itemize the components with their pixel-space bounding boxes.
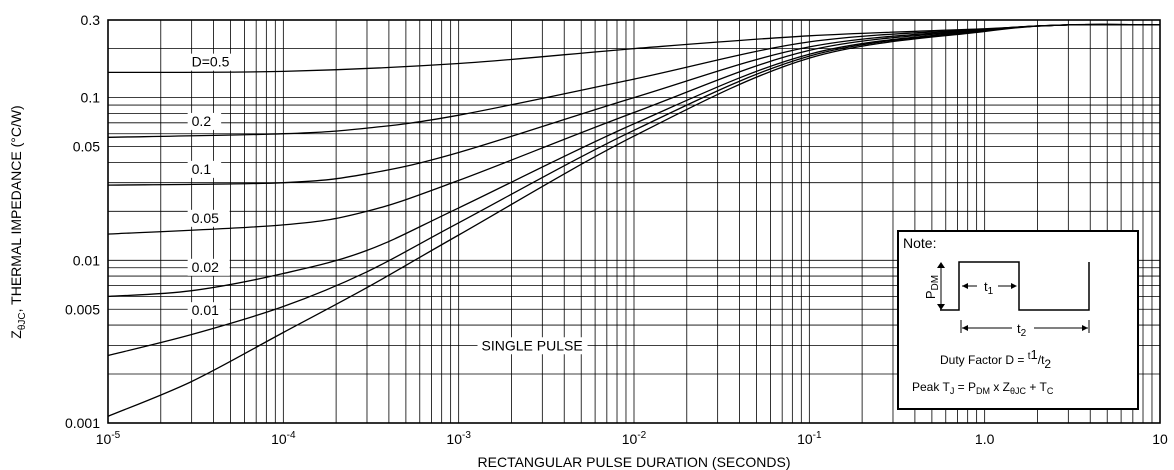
y-tick-label: 0.3 <box>81 12 101 28</box>
t2-label: t2 <box>1017 321 1027 339</box>
series-label-bg <box>187 209 230 227</box>
series-label-0-1: 0.1 <box>192 161 212 177</box>
t1-arrowheads <box>962 283 1017 289</box>
duty-factor-formula: Duty Factor D = t1/t2 <box>940 347 1051 371</box>
y-tick-label: 0.001 <box>65 415 100 431</box>
x-tick-label: 10-3 <box>446 430 471 447</box>
series-label-bg <box>187 258 230 276</box>
series-label-bg <box>187 302 230 320</box>
x-axis-label: RECTANGULAR PULSE DURATION (SECONDS) <box>478 454 791 470</box>
y-tick-label: 0.005 <box>65 301 100 317</box>
series-label-bg <box>187 160 222 178</box>
series-label-bg <box>477 337 588 355</box>
series-label-single-pulse: SINGLE PULSE <box>482 337 583 353</box>
series-label-bg <box>187 53 239 71</box>
note-title: Note: <box>903 235 936 251</box>
series-label-bg <box>187 112 222 130</box>
t1-label: t1 <box>984 279 994 297</box>
pdm-label: PDM <box>923 275 941 299</box>
series-label-d-0-5: D=0.5 <box>192 54 230 70</box>
x-tick-label: 10-1 <box>797 430 822 447</box>
x-tick-label: 1.0 <box>975 431 995 447</box>
series-label-0-01: 0.01 <box>192 302 219 318</box>
pulse-waveform <box>940 261 1090 311</box>
x-tick-label: 10-4 <box>271 430 296 447</box>
x-tick-label: 10-5 <box>96 430 121 447</box>
peak-temperature-formula: Peak TJ = PDM x ZθJC + TC <box>912 380 1054 396</box>
series-label-0-02: 0.02 <box>192 259 219 275</box>
series-label-0-05: 0.05 <box>192 210 219 226</box>
series-label-0-2: 0.2 <box>192 113 212 129</box>
x-tick-label: 10-2 <box>622 430 647 447</box>
y-tick-label: 0.05 <box>73 139 100 155</box>
y-tick-label: 0.01 <box>73 252 100 268</box>
plot-frame <box>107 19 1161 424</box>
note-frame <box>897 230 1139 410</box>
x-tick-label: 10 <box>1152 431 1168 447</box>
tick-labels: 10-5 10-4 10-3 10-2 10-1 1.0 10 0.3 0.1 0.05 0.01 0… <box>65 12 1168 447</box>
y-axis-label: ZθJC, THERMAL IMPEDANCE (°C/W) <box>8 105 28 338</box>
series-line-single-pulse <box>107 23 1161 417</box>
curves: D=0.5 0.2 0.1 0.05 0.02 0.01 SINGLE PULSE <box>107 23 1161 417</box>
y-tick-label: 0.1 <box>81 90 101 106</box>
note-box: Note: PDM t1 t2 Duty Factor D = t1/t2 Pe… <box>897 230 1139 410</box>
